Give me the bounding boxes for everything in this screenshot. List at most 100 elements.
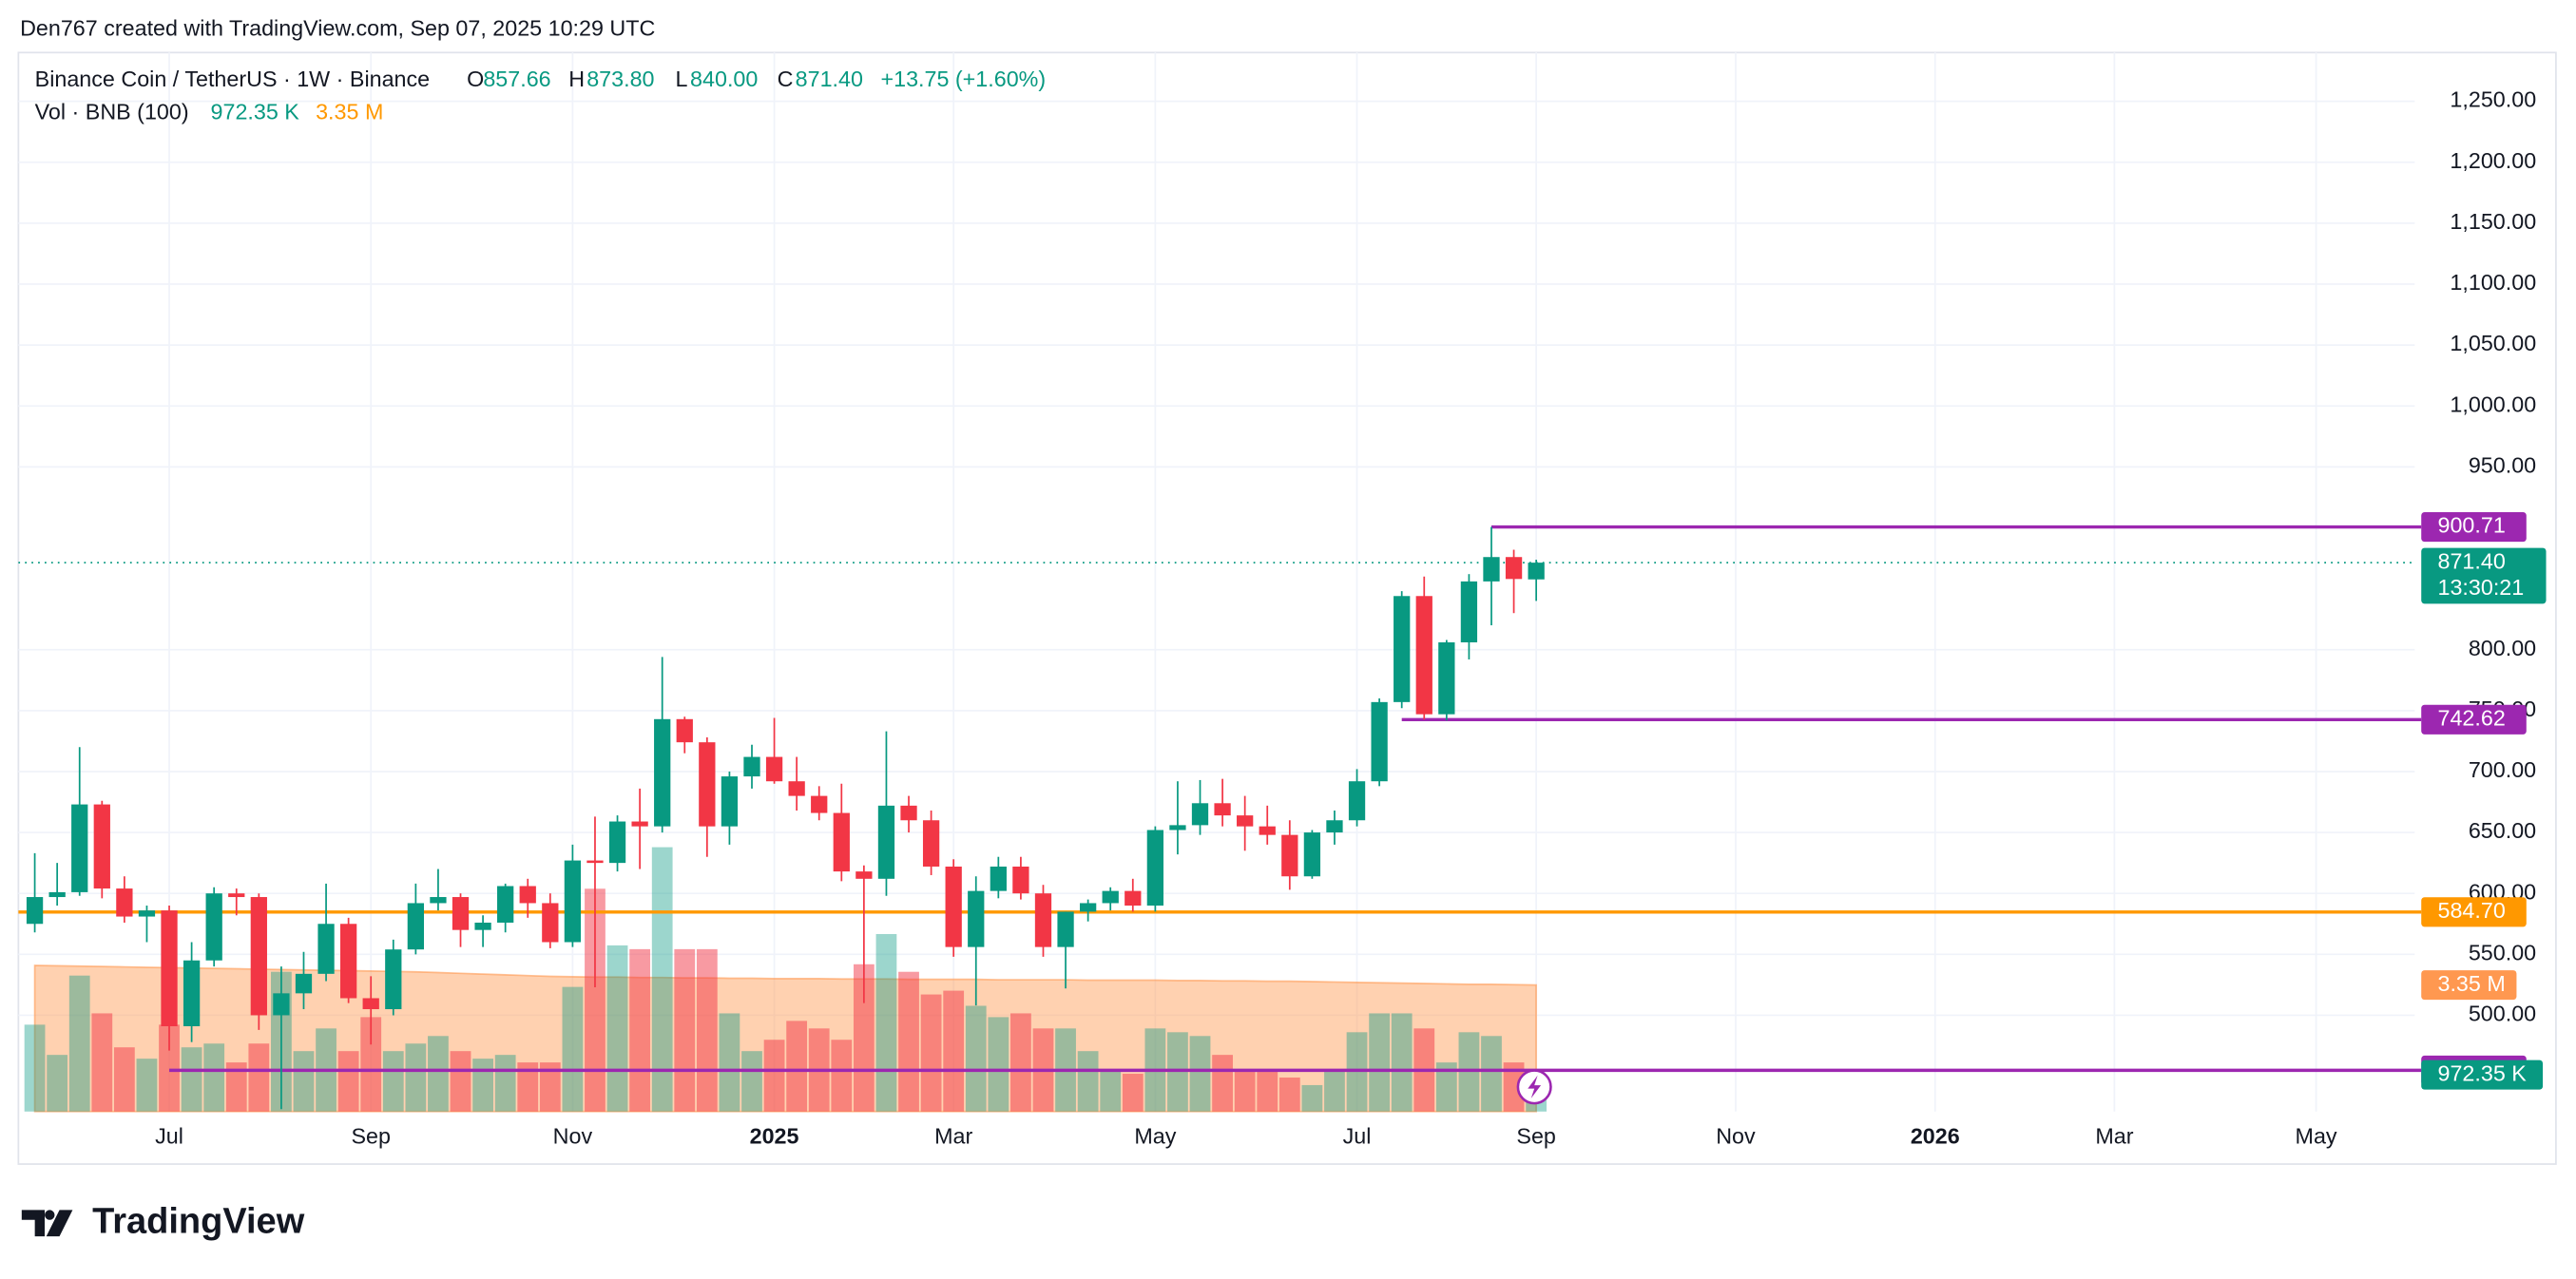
y-tick-label: 1,050.00 [2450, 331, 2536, 355]
candle-body [1415, 596, 1432, 715]
candle-body [1394, 596, 1411, 702]
x-tick-label: 2026 [1911, 1124, 1960, 1149]
volume-bar [428, 1036, 449, 1112]
last-price-text: 871.40 [2437, 548, 2505, 573]
candles [26, 526, 1545, 1110]
candle-body [1348, 781, 1366, 821]
candle-body [519, 886, 536, 904]
candle-body [788, 781, 805, 796]
legend: Binance Coin / TetherUS · 1W · Binance O… [35, 67, 1047, 124]
level-box [2421, 511, 2527, 543]
volume-bar [1257, 1070, 1278, 1112]
ohlc-key: H [568, 67, 585, 91]
candle-body [474, 922, 491, 930]
volume-bar [539, 1062, 561, 1112]
level-text: 900.71 [2437, 513, 2505, 538]
candle-body [1102, 890, 1119, 904]
candle-body [542, 903, 559, 943]
volume-pane [24, 847, 1548, 1113]
candle-body [900, 805, 917, 821]
level-box [2421, 897, 2527, 927]
volume-bar [606, 945, 628, 1112]
volume-bar [562, 986, 584, 1112]
x-tick-label: Mar [2095, 1124, 2133, 1149]
candle-body [586, 860, 604, 864]
countdown-text: 13:30:21 [2437, 575, 2524, 600]
x-tick-label: Nov [1716, 1124, 1756, 1149]
volume-bar [337, 1051, 359, 1112]
candle-body [228, 893, 245, 898]
y-tick-label: 1,000.00 [2450, 391, 2536, 416]
y-tick-label: 800.00 [2469, 636, 2536, 660]
volume-bar [786, 1021, 808, 1112]
candle-body [430, 897, 447, 904]
candle-body [295, 973, 313, 994]
price-labels: 900.71742.62584.70454.80871.4013:30:213.… [2421, 511, 2547, 1090]
candle-body [161, 910, 178, 1026]
candle-body [765, 756, 783, 782]
ohlc-value: 871.40 [796, 67, 863, 91]
candle-body [968, 890, 985, 947]
volume-bar [494, 1055, 516, 1112]
x-tick-label: May [2296, 1124, 2337, 1149]
volume-bar [1212, 1055, 1233, 1112]
candle-body [1505, 557, 1523, 580]
volume-ma-text: 3.35 M [2437, 971, 2505, 996]
volume-bar [203, 1043, 225, 1112]
candle-body [1079, 903, 1097, 912]
volume-bar [965, 1005, 987, 1112]
x-tick-label: Sep [1516, 1124, 1555, 1149]
volume-bar [360, 1017, 382, 1112]
candle-body [699, 742, 716, 827]
volume-bar [136, 1059, 158, 1112]
volume-bar [405, 1043, 427, 1112]
x-tick-label: Jul [1343, 1124, 1372, 1149]
volume-bar [585, 888, 606, 1112]
candle-body [1191, 803, 1209, 826]
y-tick-label: 650.00 [2469, 818, 2536, 843]
level-text: 742.62 [2437, 705, 2505, 730]
candle-body [1371, 701, 1388, 782]
x-tick-label: Jul [155, 1124, 183, 1149]
last-price-box [2421, 547, 2547, 604]
candle-body [654, 718, 671, 827]
volume-bar [1077, 1051, 1099, 1112]
ohlc-key: O [467, 67, 484, 91]
candle-body [452, 897, 470, 930]
volume-bar [248, 1043, 270, 1112]
candle-body [1012, 866, 1029, 894]
y-tick-label: 1,100.00 [2450, 270, 2536, 295]
y-tick-label: 1,250.00 [2450, 87, 2536, 112]
candle-body [317, 924, 335, 974]
x-tick-label: 2025 [750, 1124, 799, 1149]
volume-bar [225, 1062, 247, 1112]
candle-body [811, 795, 828, 813]
volume-bar [719, 1013, 740, 1112]
volume-bar [1391, 1013, 1413, 1112]
candle-body [273, 993, 290, 1016]
candle-body [945, 866, 962, 947]
volume-bar [920, 994, 942, 1112]
volume-bar [1301, 1084, 1323, 1112]
candle-body [564, 860, 582, 943]
candle-body [1169, 825, 1186, 830]
volume-bar [1503, 1062, 1525, 1112]
candle-body [1528, 563, 1545, 580]
volume-bar [853, 964, 875, 1112]
volume-bar [831, 1040, 853, 1112]
volume-value: 972.35 K [211, 99, 300, 124]
candle-body [385, 949, 402, 1010]
candle-body [676, 718, 693, 743]
volume-bar [1278, 1077, 1300, 1112]
y-tick-label: 500.00 [2469, 1002, 2536, 1026]
x-tick-label: Mar [934, 1124, 972, 1149]
candle-body [855, 871, 873, 879]
candle-body [1125, 890, 1142, 907]
volume-bar [741, 1051, 762, 1112]
candle-body [48, 891, 66, 898]
candle-body [833, 812, 850, 872]
replay-icon[interactable] [1516, 1069, 1552, 1105]
candle-body [1034, 893, 1052, 947]
volume-bar [1324, 1070, 1345, 1112]
